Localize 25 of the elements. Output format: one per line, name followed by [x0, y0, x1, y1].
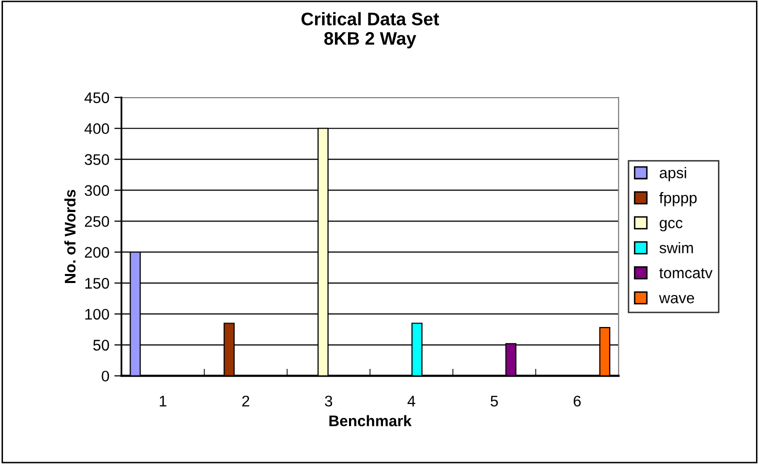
- y-tick-label: 400: [84, 123, 110, 134]
- y-axis-title: No. of Words: [64, 190, 76, 284]
- x-tick-label: 4: [408, 396, 416, 406]
- y-tick-label: 100: [85, 308, 110, 320]
- x-tick-label: 6: [574, 396, 581, 407]
- x-tick-label: 3: [324, 396, 332, 407]
- y-tick-label: 300: [84, 185, 110, 196]
- x-tick-label: 2: [242, 396, 250, 406]
- y-tick-label: 350: [84, 154, 110, 165]
- legend-label: apsi: [660, 167, 686, 182]
- legend-label: fpppp: [659, 192, 697, 206]
- y-tick-label: 200: [84, 246, 110, 258]
- x-axis-title: Benchmark: [329, 415, 412, 426]
- legend-label: swim: [660, 242, 693, 254]
- chart-title: Critical Data Set 8KB 2 Way: [302, 12, 440, 48]
- legend-label: gcc: [660, 220, 682, 232]
- y-tick-label: 0: [102, 370, 110, 382]
- y-tick-label: 150: [85, 278, 110, 289]
- y-tick-label: 250: [84, 216, 110, 227]
- y-tick-label: 50: [93, 340, 110, 351]
- y-tick-label: 450: [84, 92, 110, 104]
- x-tick-label: 1: [160, 396, 166, 406]
- x-tick-label: 5: [490, 396, 498, 407]
- legend-label: wave: [659, 294, 694, 304]
- legend-label: tomcatv: [659, 268, 713, 278]
